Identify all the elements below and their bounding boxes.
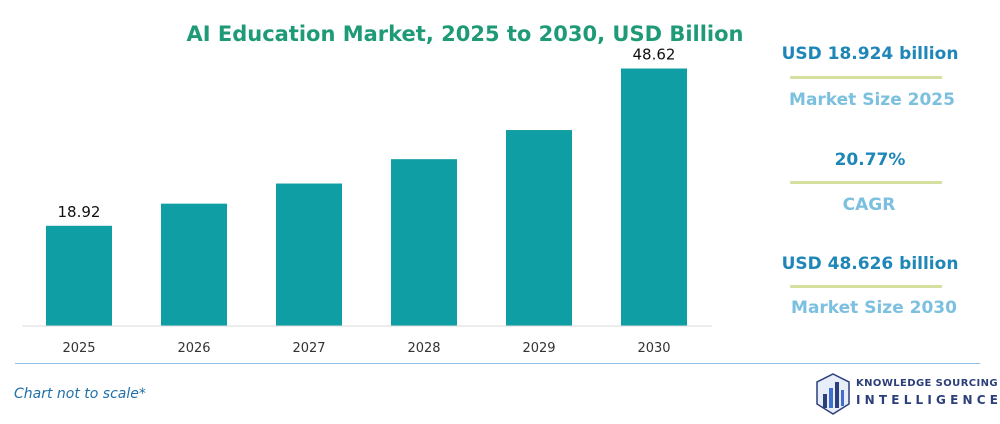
footer-divider — [15, 363, 980, 364]
x-tick-2029: 2029 — [522, 341, 555, 356]
bar-2029 — [506, 130, 572, 326]
bar-2026 — [161, 203, 227, 326]
divider — [790, 76, 942, 79]
logo-text-knowledge-sourcing: KNOWLEDGE SOURCING — [856, 378, 999, 389]
divider — [790, 181, 942, 184]
cagr-label: CAGR — [842, 195, 896, 215]
cagr-value: 20.77% — [834, 150, 906, 170]
bar-2028 — [391, 159, 457, 326]
x-tick-2030: 2030 — [637, 341, 670, 356]
data-label-2025: 18.92 — [58, 203, 101, 221]
data-label-2030: 48.62 — [633, 45, 676, 63]
market-size-2030-value: USD 48.626 billion — [781, 254, 959, 274]
bar-2027 — [276, 183, 342, 326]
market-size-2030-label: Market Size 2030 — [791, 298, 957, 318]
market-size-2025-value: USD 18.924 billion — [781, 44, 959, 64]
market-size-2025-label: Market Size 2025 — [789, 90, 955, 110]
x-tick-2027: 2027 — [292, 341, 325, 356]
footnote: Chart not to scale* — [14, 386, 146, 402]
divider — [790, 285, 942, 288]
company-logo: KNOWLEDGE SOURCING INTELLIGENCE — [815, 372, 999, 418]
bar-2025 — [46, 225, 112, 326]
logo-bars-icon — [816, 373, 850, 415]
x-tick-2028: 2028 — [407, 341, 440, 356]
x-tick-2025: 2025 — [62, 341, 95, 356]
x-tick-2026: 2026 — [177, 341, 210, 356]
bar-chart: 18.92 48.62 2025 2026 2027 2028 2029 2030 — [22, 45, 712, 356]
chart-title: AI Education Market, 2025 to 2030, USD B… — [186, 22, 744, 46]
logo-text-intelligence: INTELLIGENCE — [856, 393, 1000, 407]
bar-2030 — [621, 68, 687, 326]
